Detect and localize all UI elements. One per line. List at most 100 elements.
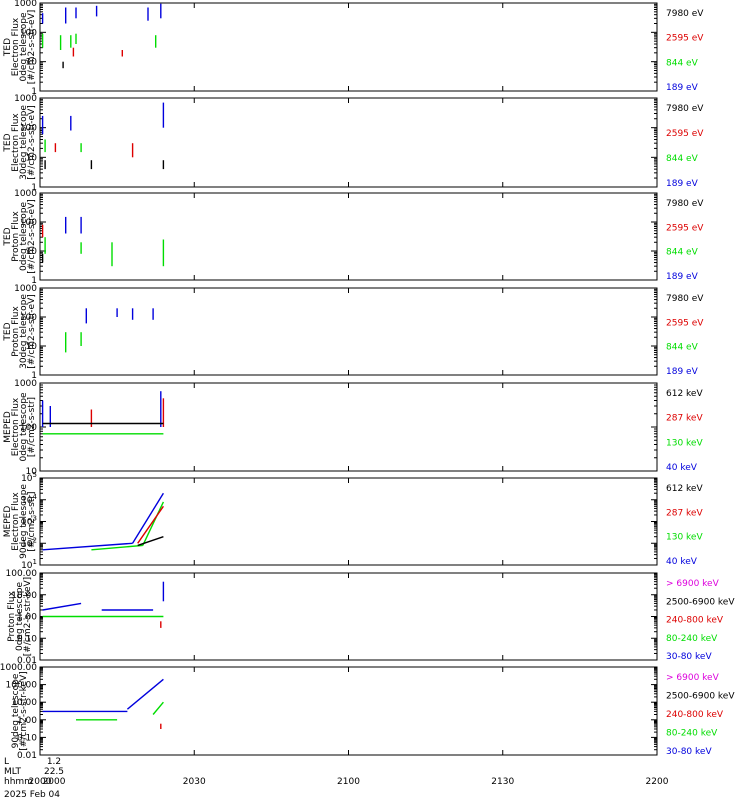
y-tick-label: 100 bbox=[20, 423, 37, 433]
y-axis-title: Electron Flux bbox=[11, 17, 21, 76]
legend-label: 189 eV bbox=[666, 272, 699, 282]
legend-label: 7980 eV bbox=[666, 104, 704, 114]
y-tick-label: 0.01 bbox=[17, 656, 37, 666]
x-row-label: L bbox=[4, 757, 9, 767]
y-axis-title: [#/cm2-s-str-keV] bbox=[23, 577, 33, 656]
legend-label: 30-80 keV bbox=[666, 652, 712, 662]
x-row-label: MLT bbox=[4, 767, 22, 777]
y-tick-label: 1000.00 bbox=[0, 663, 37, 673]
y-tick-label: 1 bbox=[31, 183, 37, 193]
y-tick-label: 1 bbox=[31, 87, 37, 97]
legend-label: 240-800 keV bbox=[666, 616, 724, 626]
x-tick-label: 2200 bbox=[646, 777, 669, 787]
y-axis-title: [#/cm2-s-str-eV] bbox=[27, 10, 37, 85]
x-tick-label: 2000 bbox=[29, 777, 52, 787]
y-axis-title: 30deg telescope bbox=[19, 105, 29, 180]
y-axis-title: Electron Flux bbox=[11, 492, 21, 551]
series-line bbox=[137, 505, 164, 544]
y-tick-label: 0.10 bbox=[17, 733, 37, 743]
y-tick-exponent: 1 bbox=[33, 558, 37, 566]
series-line bbox=[42, 602, 82, 611]
y-tick-label: 100 bbox=[20, 124, 37, 134]
legend-label: 189 eV bbox=[666, 367, 699, 377]
legend-label: > 6900 keV bbox=[666, 579, 720, 589]
y-tick-label: 100.00 bbox=[6, 569, 38, 579]
series-line bbox=[152, 701, 164, 715]
y-tick-label: 100 bbox=[20, 28, 37, 38]
legend-label: 80-240 keV bbox=[666, 729, 718, 739]
y-axis-title: Electron Flux bbox=[11, 397, 21, 456]
legend-label: 612 keV bbox=[666, 484, 703, 494]
y-tick-label: 10 bbox=[26, 342, 38, 352]
x-tick-label: 2130 bbox=[491, 777, 514, 787]
legend-label: 2595 eV bbox=[666, 129, 704, 139]
y-tick-exponent: 5 bbox=[33, 471, 37, 479]
y-axis-title: TED bbox=[3, 227, 13, 246]
y-tick-exponent: 4 bbox=[33, 493, 38, 501]
series-line bbox=[91, 544, 143, 551]
legend-label: 2500-6900 keV bbox=[666, 597, 735, 607]
y-tick-label: 10.00 bbox=[11, 591, 37, 601]
y-tick-label: 10 bbox=[26, 467, 38, 477]
y-axis-title: 0deg telescope bbox=[19, 392, 29, 462]
y-tick-label: 1.00 bbox=[17, 716, 37, 726]
y-axis-title: [#/cm2-s-str-eV] bbox=[27, 294, 37, 369]
x-row-label: hhmm bbox=[4, 777, 33, 787]
y-tick-label: 10 bbox=[26, 247, 38, 257]
y-tick-label: 0.10 bbox=[17, 634, 37, 644]
y-axis-title: TED bbox=[3, 133, 13, 152]
y-axis-title: Proton Flux bbox=[11, 211, 21, 262]
panel-frame bbox=[39, 666, 658, 756]
panel-frame bbox=[39, 97, 658, 188]
y-axis-title: [#/cm2-s-str-eV] bbox=[27, 199, 37, 274]
y-axis-title: Electron Flux bbox=[11, 113, 21, 172]
legend-label: 844 eV bbox=[666, 343, 699, 353]
y-tick-label: 1000 bbox=[14, 0, 37, 9]
y-tick-exponent: 2 bbox=[33, 536, 37, 544]
legend-label: 7980 eV bbox=[666, 199, 704, 209]
legend-label: 2595 eV bbox=[666, 318, 704, 328]
x-tick-label: 2100 bbox=[337, 777, 360, 787]
y-tick-exponent: 3 bbox=[33, 515, 37, 523]
y-axis-title: Proton Flux bbox=[7, 591, 17, 642]
series-line bbox=[142, 501, 165, 546]
series-line bbox=[42, 542, 133, 551]
y-tick-label: 100.00 bbox=[6, 681, 38, 691]
y-axis-title: [#/cm2-s-str] bbox=[27, 397, 37, 457]
legend-label: 287 keV bbox=[666, 414, 703, 424]
x-row-value: 2000 bbox=[43, 777, 66, 787]
series-line bbox=[126, 678, 164, 710]
legend-label: 130 keV bbox=[666, 533, 703, 543]
y-tick-label: 1.00 bbox=[17, 613, 37, 623]
panel-frame bbox=[39, 2, 658, 92]
legend-label: 7980 eV bbox=[666, 9, 704, 19]
panel-frame bbox=[39, 477, 658, 566]
legend-label: 189 eV bbox=[666, 179, 699, 189]
legend-label: 2500-6900 keV bbox=[666, 692, 735, 702]
y-axis-title: [#/cm2-s-str-eV] bbox=[27, 105, 37, 180]
legend-label: 7980 eV bbox=[666, 294, 704, 304]
legend-label: 240-800 keV bbox=[666, 710, 724, 720]
y-axis-title: [#/cm2-s-str] bbox=[27, 491, 37, 551]
series-line bbox=[137, 536, 164, 547]
y-axis-title: 90deg telescope bbox=[11, 673, 21, 748]
y-axis-title: 0deg telescope bbox=[19, 202, 29, 272]
legend-label: 30-80 keV bbox=[666, 747, 712, 757]
legend-label: > 6900 keV bbox=[666, 673, 720, 683]
legend-label: 40 keV bbox=[666, 557, 698, 567]
series-line bbox=[132, 492, 164, 544]
date-label: 2025 Feb 04 bbox=[4, 790, 60, 800]
y-axis-title: MEPED bbox=[3, 411, 13, 443]
legend-label: 130 keV bbox=[666, 438, 703, 448]
legend-label: 189 eV bbox=[666, 83, 699, 93]
y-tick-label: 1 bbox=[31, 276, 37, 286]
y-axis-title: [#/cm2-s-str-keV] bbox=[19, 671, 29, 750]
y-axis-title: 30deg telescope bbox=[19, 294, 29, 369]
legend-label: 40 keV bbox=[666, 463, 698, 473]
y-axis-title: TED bbox=[3, 322, 13, 341]
legend-label: 612 keV bbox=[666, 389, 703, 399]
x-tick-label: 2030 bbox=[183, 777, 206, 787]
legend-label: 844 eV bbox=[666, 248, 699, 258]
y-tick-label: 0.01 bbox=[17, 751, 37, 761]
